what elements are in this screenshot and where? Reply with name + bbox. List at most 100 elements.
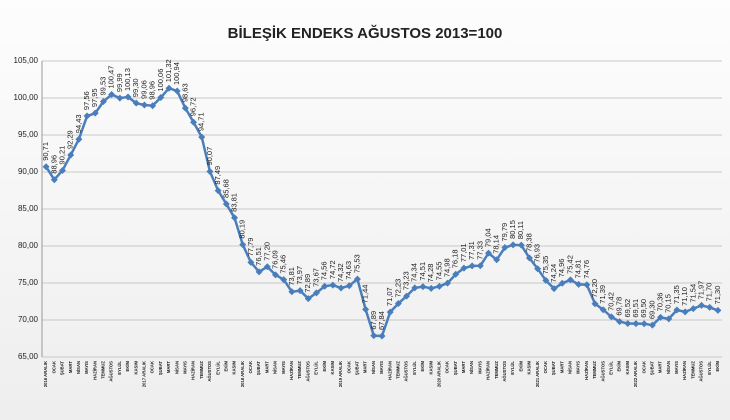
data-label: 96,72 xyxy=(189,97,198,116)
marker xyxy=(542,276,550,284)
y-tick-label: 70,00 xyxy=(18,315,39,324)
marker xyxy=(321,282,329,290)
data-label: 100,94 xyxy=(172,62,181,85)
x-tick-label: 2017 ARALIK xyxy=(142,361,147,387)
marker xyxy=(648,321,656,329)
marker xyxy=(411,284,419,292)
data-label: 90,07 xyxy=(205,147,214,166)
x-tick-label: EKİM xyxy=(715,360,720,371)
x-tick-label: AĞUSTOS xyxy=(305,361,310,382)
data-label: 74,72 xyxy=(328,260,337,279)
marker xyxy=(345,282,353,290)
data-label: 71,10 xyxy=(680,287,689,306)
x-tick-label: HAZİRAN xyxy=(682,361,687,380)
x-tick-label: ŞUBAT xyxy=(649,361,654,376)
x-tick-label: MAYIS xyxy=(379,361,384,374)
x-tick-label: NİSAN xyxy=(371,361,376,374)
x-tick-label: ŞUBAT xyxy=(453,361,458,376)
x-tick-label: EYLÜL xyxy=(117,361,122,375)
data-label: 69,30 xyxy=(647,300,656,319)
data-label: 70,36 xyxy=(656,293,665,312)
x-tick-label: HAZİRAN xyxy=(584,361,589,380)
x-tick-label: 2018 ARALIK xyxy=(240,361,245,387)
marker xyxy=(222,200,230,208)
x-tick-label: HAZİRAN xyxy=(92,361,97,380)
data-label: 78,14 xyxy=(492,235,501,254)
marker xyxy=(403,292,411,300)
marker xyxy=(255,268,263,276)
x-tick-label: OCAK xyxy=(248,361,253,373)
data-label: 70,15 xyxy=(664,294,673,313)
x-tick-label: ŞUBAT xyxy=(355,361,360,376)
x-tick-label: OCAK xyxy=(346,361,351,373)
marker xyxy=(157,94,165,102)
marker xyxy=(493,256,501,264)
x-tick-label: 2021 ARALIK xyxy=(535,361,540,387)
marker xyxy=(509,241,517,249)
data-label: 83,81 xyxy=(230,193,239,212)
marker xyxy=(370,332,378,340)
x-tick-label: ŞUBAT xyxy=(551,361,556,376)
x-tick-label: MART xyxy=(658,361,663,374)
data-label: 74,98 xyxy=(443,258,452,277)
data-label: 92,29 xyxy=(66,130,75,149)
marker xyxy=(271,271,279,279)
marker xyxy=(624,320,632,328)
marker xyxy=(50,176,58,184)
x-tick-label: OCAK xyxy=(150,361,155,373)
data-label: 79,79 xyxy=(500,223,509,242)
data-label: 75,35 xyxy=(541,256,550,275)
marker xyxy=(378,332,386,340)
x-tick-label: TEMMUZ xyxy=(494,361,499,379)
data-label: 79,04 xyxy=(483,228,492,247)
x-tick-label: NİSAN xyxy=(568,361,573,374)
x-tick-label: KASIM xyxy=(232,360,237,374)
marker xyxy=(149,102,157,110)
x-tick-label: OCAK xyxy=(445,361,450,373)
data-label: 71,54 xyxy=(688,284,697,303)
data-label: 100,13 xyxy=(123,68,132,91)
marker xyxy=(337,284,345,292)
data-label: 74,96 xyxy=(557,259,566,278)
data-label: 74,76 xyxy=(582,260,591,279)
data-label: 70,42 xyxy=(606,292,615,311)
data-label: 77,01 xyxy=(459,243,468,262)
x-tick-label: EKİM xyxy=(322,360,327,371)
data-label: 94,43 xyxy=(74,114,83,133)
y-tick-label: 65,00 xyxy=(18,352,39,361)
marker xyxy=(435,282,443,290)
data-label: 71,07 xyxy=(385,287,394,306)
marker xyxy=(566,276,574,284)
data-label: 74,24 xyxy=(549,264,558,283)
data-label: 71,39 xyxy=(598,285,607,304)
x-tick-label: MAYIS xyxy=(84,361,89,374)
x-tick-label: MART xyxy=(559,361,564,374)
data-label: 69,50 xyxy=(639,299,648,318)
x-tick-label: AĞUSTOS xyxy=(207,361,212,382)
x-tick-label: EKİM xyxy=(125,360,130,371)
x-tick-label: HAZİRAN xyxy=(387,361,392,380)
marker xyxy=(460,264,468,272)
marker xyxy=(452,270,460,278)
data-label: 90,71 xyxy=(41,142,50,161)
x-tick-label: MAYIS xyxy=(576,361,581,374)
data-label: 78,38 xyxy=(524,233,533,252)
marker xyxy=(706,303,714,311)
data-label: 75,53 xyxy=(352,254,361,273)
marker xyxy=(444,279,452,287)
marker xyxy=(75,135,83,143)
x-tick-label: AĞUSTOS xyxy=(404,361,409,382)
x-tick-label: KASIM xyxy=(330,360,335,374)
data-label: 76,93 xyxy=(533,244,542,263)
y-tick-label: 85,00 xyxy=(18,204,39,213)
marker xyxy=(181,104,189,112)
x-tick-label: EYLÜL xyxy=(510,361,515,375)
marker xyxy=(427,284,435,292)
x-tick-label: KASIM xyxy=(428,360,433,374)
data-label: 74,28 xyxy=(426,264,435,283)
marker xyxy=(558,279,566,287)
marker xyxy=(673,306,681,314)
x-tick-label: OCAK xyxy=(641,361,646,373)
data-label: 88,96 xyxy=(49,155,58,174)
